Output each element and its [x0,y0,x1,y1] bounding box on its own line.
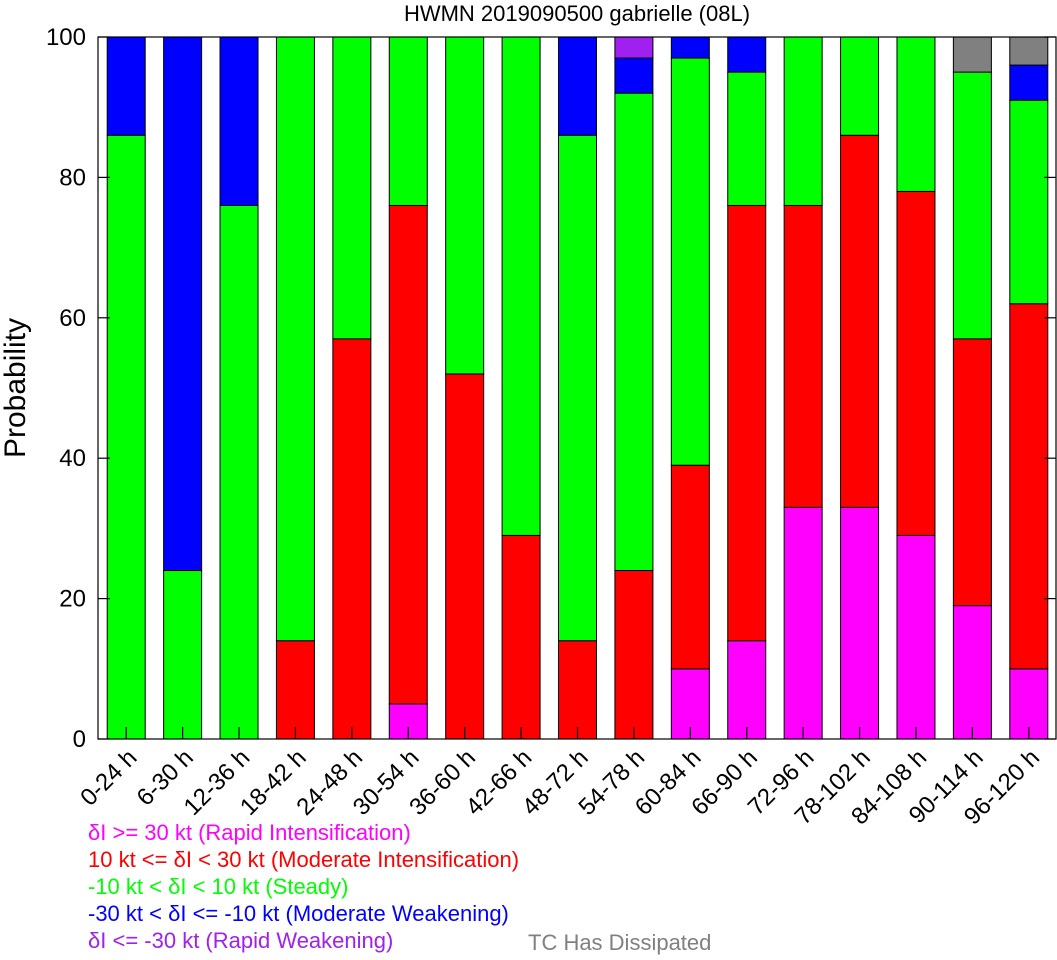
bar-segment-3-2 [275,36,315,642]
bar-segment-15-0 [952,605,992,740]
bar-segment-7-1 [501,534,541,740]
legend-item: TC Has Dissipated [528,930,712,955]
bar-segment-15-1 [952,338,992,607]
bar-segment-11-0 [727,640,767,740]
bar-segment-6-2 [445,36,485,375]
bar-segment-13-1 [840,134,880,508]
bar-segment-15-2 [952,71,992,340]
bar-segment-11-2 [727,71,767,206]
bar-segment-5-1 [388,204,428,705]
bar-segment-4-2 [332,36,372,340]
bar-segment-10-3 [670,36,710,59]
axes-layer [97,36,1057,740]
bar-segment-0-2 [106,134,146,740]
bar-segment-12-1 [783,204,823,508]
bar-segment-2-2 [219,204,259,740]
bar-segment-16-2 [1009,99,1049,305]
bar-segment-11-1 [727,204,767,642]
bar-segment-9-3 [614,57,654,94]
y-tick-label: 60 [59,305,86,332]
bars-layer [106,36,1049,740]
bar-segment-16-3 [1009,64,1049,101]
bar-segment-12-2 [783,36,823,206]
bar-segment-6-1 [445,373,485,740]
y-tick-label: 100 [46,24,86,51]
bar-segment-4-1 [332,338,372,740]
bar-segment-12-0 [783,506,823,740]
bar-segment-16-1 [1009,303,1049,670]
bar-segment-14-0 [896,534,936,740]
legend-item: 10 kt <= δI < 30 kt (Moderate Intensific… [88,847,520,872]
y-tick-label: 40 [59,445,86,472]
bar-segment-9-4 [614,36,654,59]
legend-item: -30 kt < δI <= -10 kt (Moderate Weakenin… [88,901,509,926]
y-tick-label: 80 [59,164,86,191]
bar-segment-1-2 [163,570,203,740]
bar-segment-0-3 [106,36,146,136]
y-tick-label: 20 [59,586,86,613]
bar-segment-15-5 [952,36,992,73]
bar-segment-14-2 [896,36,936,192]
bar-segment-3-1 [275,640,315,740]
y-tick-label: 0 [73,726,86,753]
bar-segment-8-2 [558,134,597,642]
bar-segment-2-3 [219,36,259,206]
y-axis-label: Probability [0,318,32,458]
bar-segment-16-5 [1009,36,1049,66]
y-tick-labels: 0 20 40 60 80 100 [46,24,86,753]
bar-segment-8-1 [558,640,597,740]
bar-segment-10-1 [670,464,710,670]
bar-segment-14-1 [896,190,936,536]
bar-segment-13-0 [840,506,880,740]
legend-item: δI >= 30 kt (Rapid Intensification) [88,820,411,845]
bar-segment-8-3 [558,36,597,136]
legend-item: -10 kt < δI < 10 kt (Steady) [88,874,349,899]
bar-segment-1-3 [163,36,203,572]
bar-segment-7-2 [501,36,541,536]
bar-segment-13-2 [840,36,880,136]
bar-segment-5-2 [388,36,428,206]
bar-segment-9-1 [614,570,654,740]
x-tick-labels: 0-24 h6-30 h12-36 h18-42 h24-48 h30-54 h… [75,744,1045,830]
chart-title: HWMN 2019090500 gabrielle (08L) [404,1,750,26]
x-tick-label: 0-24 h [75,744,142,811]
bar-segment-9-2 [614,92,654,572]
bar-segment-10-2 [670,57,710,466]
legend-item: δI <= -30 kt (Rapid Weakening) [88,928,394,953]
bar-segment-11-3 [727,36,767,73]
